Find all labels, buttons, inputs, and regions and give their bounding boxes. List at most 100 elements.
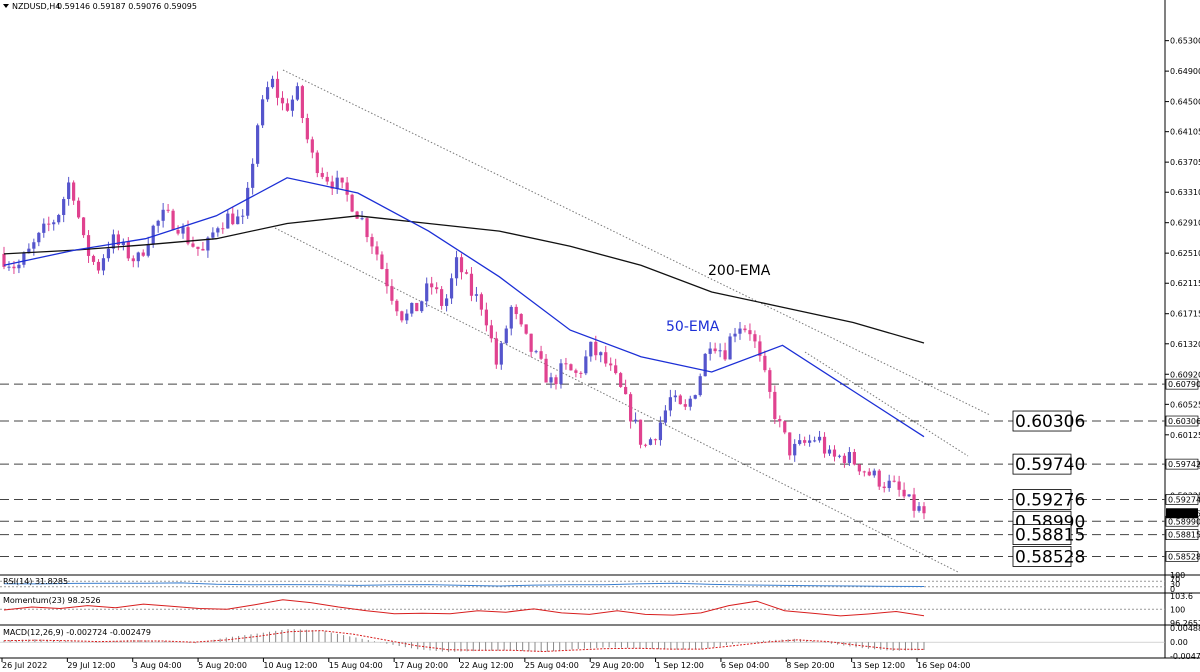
y-axis-ticks: 0.65300 0.64900 0.64500 0.64105 0.63705 0.633… (1165, 37, 1200, 501)
y-tick-label: 0.64500 (1170, 98, 1200, 107)
macd-y-tick: 0.00 (1170, 638, 1188, 647)
candle-body (902, 489, 906, 497)
candle-body (121, 241, 125, 245)
x-tick-label: 16 Sep 04:00 (917, 661, 970, 670)
momentum-pane: Momentum(23) 98.2526 103.6 100 96.2657 (0, 592, 1200, 628)
horizontal-levels: 0.60790 0.60306 0.60306 0.59742 0.59740 0.592… (0, 378, 1200, 567)
candle-body (171, 210, 175, 230)
last-price-tag (1166, 508, 1198, 519)
momentum-y-tick: 96.2657 (1170, 619, 1200, 628)
candle-body (335, 177, 339, 189)
rsi-title: RSI(14) 31.8285 (3, 577, 68, 586)
candle-body (549, 377, 553, 383)
candle-body (798, 440, 802, 444)
candle-body (877, 470, 881, 487)
channel-lower-line (274, 227, 959, 573)
candle-body (872, 470, 876, 476)
level-price-tag-text: 0.60790 (1168, 380, 1200, 389)
candle-body (385, 268, 389, 287)
candle-body (837, 455, 842, 457)
candle-body (355, 211, 359, 219)
candle-body (574, 370, 578, 373)
channel-upper-line (282, 69, 991, 416)
candle-body (648, 439, 653, 445)
candle-body (295, 86, 300, 100)
candle-body (683, 404, 687, 407)
candle-body (917, 506, 921, 511)
candle-body (400, 311, 404, 321)
candle-body (216, 228, 220, 233)
x-tick-label: 15 Aug 04:00 (329, 661, 383, 670)
macd-pane: MACD(12,26,9) -0.002724 -0.002479 0.00488… (0, 624, 1200, 661)
candle-body (146, 244, 150, 256)
candle-body (599, 352, 603, 356)
candle-body (375, 246, 379, 255)
candle-body (653, 439, 658, 441)
y-tick-label: 0.62510 (1170, 249, 1200, 258)
level-price-tag (1165, 415, 1199, 427)
candle-body (793, 443, 797, 456)
candle-body (62, 199, 66, 215)
candle-body (852, 451, 856, 465)
y-tick-label: 0.62910 (1170, 219, 1200, 228)
level-price-tag (1165, 494, 1199, 505)
candle-body (380, 254, 384, 269)
candle-body (151, 225, 155, 245)
x-tick-label: 8 Sep 20:00 (786, 661, 834, 670)
level-price-tag-text: 0.58528 (1168, 552, 1200, 561)
candle-body (728, 336, 732, 360)
candle-body (256, 125, 260, 164)
level-label-text: 0.59740 (1015, 455, 1085, 475)
candle-body (325, 176, 329, 182)
candle-body (37, 232, 41, 243)
ema50-line (3, 177, 925, 438)
candle-body (753, 334, 757, 342)
level-label-text: 0.58528 (1015, 547, 1085, 567)
candle-body (519, 314, 523, 325)
candle-body (280, 97, 285, 104)
candle-body (260, 99, 265, 126)
candle-body (420, 301, 424, 312)
candle-body (812, 440, 817, 442)
candle-body (435, 287, 439, 290)
candle-body (514, 306, 518, 315)
candle-body (410, 302, 414, 314)
candle-body (539, 351, 543, 359)
candle-body (758, 341, 762, 356)
dropdown-triangle-icon[interactable] (3, 4, 9, 8)
candle-body (847, 451, 852, 463)
candle-body (415, 302, 419, 312)
candle-body (584, 356, 588, 374)
candle-body (678, 395, 682, 405)
x-tick-label: 26 Jul 2022 (2, 661, 47, 670)
candle-body (176, 229, 180, 234)
candle-body (738, 328, 742, 334)
candle-body (624, 386, 628, 395)
ema200-line (3, 215, 925, 344)
candle-body (822, 436, 827, 454)
ohlc-readout: 0.59146 0.59187 0.59076 0.59095 (57, 2, 197, 11)
level-price-tag-text: 0.60306 (1168, 417, 1200, 426)
momentum-y-tick: 103.6 (1170, 592, 1193, 601)
x-tick-label: 13 Sep 12:00 (852, 661, 905, 670)
momentum-title: Momentum(23) 98.2526 (3, 596, 101, 605)
candle-body (221, 228, 225, 230)
y-tick-label: 0.63705 (1170, 158, 1200, 167)
last-price-tag-text: 0.59095 (1168, 509, 1200, 518)
macd-y-tick: -0.004764 (1170, 652, 1200, 661)
candle-body (484, 309, 488, 326)
level-price-tag (1165, 378, 1199, 390)
candle-body (688, 398, 692, 407)
candle-body (270, 78, 275, 88)
candle-body (703, 353, 707, 377)
candle-body (345, 182, 349, 195)
candle-body (708, 348, 712, 354)
candle-body (305, 118, 309, 140)
channel-inner-line (804, 351, 969, 457)
macd-signal-line (3, 630, 925, 653)
level-price-tag-text: 0.59274 (1168, 495, 1200, 504)
x-tick-label: 17 Aug 20:00 (394, 661, 448, 670)
candle-body (320, 173, 324, 177)
candle-body (604, 352, 608, 364)
